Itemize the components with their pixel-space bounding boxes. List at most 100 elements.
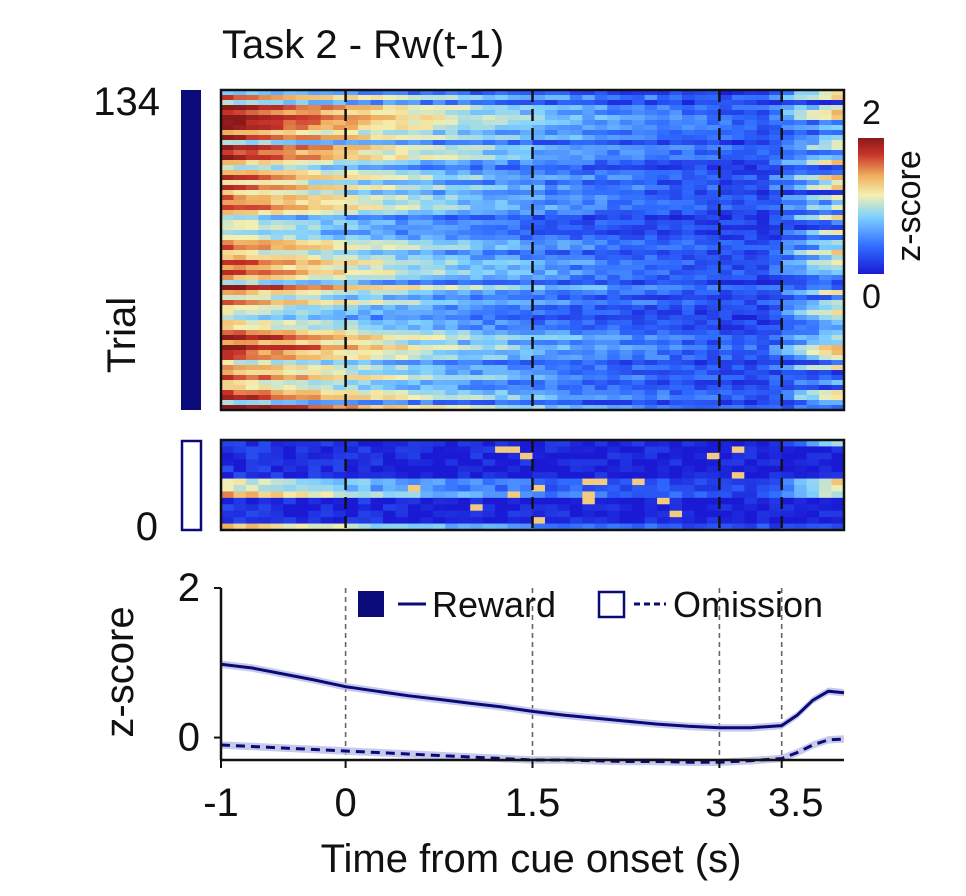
heatmap-cell: [819, 517, 833, 524]
heatmap-cell: [495, 240, 509, 246]
heatmap-cell: [682, 245, 696, 251]
heatmap-cell: [345, 195, 359, 201]
heatmap-row: [221, 478, 845, 486]
heatmap-cell: [221, 225, 235, 231]
heatmap-cell: [270, 200, 284, 206]
heatmap-cell: [345, 510, 359, 518]
heatmap-cell: [420, 400, 434, 406]
heatmap-cell: [270, 390, 284, 396]
heatmap-cell: [644, 290, 658, 296]
heatmap-cell: [370, 235, 384, 241]
heatmap-cell: [445, 155, 459, 161]
heatmap-cell: [358, 270, 372, 276]
heatmap-cell: [806, 225, 820, 231]
heatmap-cell: [258, 110, 272, 116]
heatmap-cell: [569, 350, 583, 356]
heatmap-row: [221, 110, 845, 116]
heatmap-cell: [407, 260, 421, 266]
heatmap-cell: [382, 452, 397, 460]
heatmap-cell: [607, 275, 621, 281]
heatmap-cell: [669, 140, 683, 146]
heatmap-cell: [382, 230, 397, 236]
heatmap-cell: [594, 225, 608, 231]
heatmap-cell: [769, 485, 783, 492]
heatmap-cell: [594, 390, 608, 396]
heatmap-cell: [432, 370, 446, 376]
heatmap-cell: [731, 215, 745, 221]
heatmap-cell: [619, 523, 633, 531]
heatmap-cell: [245, 315, 259, 321]
heatmap-cell: [382, 90, 397, 96]
heatmap-cell: [769, 465, 783, 473]
heatmap-cell: [794, 230, 808, 236]
heatmap-cell: [495, 325, 509, 331]
heatmap-cell: [582, 90, 596, 96]
heatmap-row: [221, 145, 845, 151]
heatmap-cell: [295, 478, 309, 486]
heatmap-cell: [445, 497, 459, 505]
heatmap-cell: [731, 200, 745, 206]
heatmap-cell: [781, 510, 795, 518]
heatmap-cell: [283, 235, 297, 241]
heatmap-cell: [407, 90, 421, 96]
heatmap-cell: [221, 190, 235, 196]
heatmap-cell: [819, 270, 833, 276]
heatmap-cell: [644, 230, 658, 236]
heatmap-cell: [333, 160, 347, 166]
heatmap-cell: [333, 100, 347, 106]
heatmap-cell: [619, 335, 633, 341]
heatmap-cell: [582, 190, 596, 196]
heatmap-cell: [370, 365, 384, 371]
heatmap-cell: [445, 290, 459, 296]
heatmap-cell: [370, 155, 384, 161]
heatmap-cell: [520, 345, 534, 351]
heatmap-cell: [557, 335, 571, 341]
heatmap-cell: [706, 250, 720, 256]
heatmap-cell: [582, 135, 596, 141]
heatmap-cell: [632, 270, 646, 276]
heatmap-cell: [669, 190, 683, 196]
y-axis-label: z-score: [98, 606, 142, 737]
heatmap-cell: [445, 370, 459, 376]
heatmap-cell: [594, 245, 608, 251]
heatmap-cell: [308, 497, 322, 505]
heatmap-cell: [221, 320, 235, 326]
heatmap-cell: [320, 255, 334, 261]
heatmap-cell: [744, 215, 758, 221]
heatmap-cell: [245, 90, 259, 96]
heatmap-cell: [769, 140, 783, 146]
heatmap-cell: [295, 185, 309, 191]
heatmap-cell: [495, 185, 509, 191]
heatmap-cell: [706, 150, 720, 156]
heatmap-cell: [382, 300, 397, 306]
heatmap-cell: [794, 280, 808, 286]
heatmap-cell: [320, 215, 334, 221]
heatmap-cell: [407, 230, 421, 236]
heatmap-cell: [370, 504, 384, 512]
heatmap-cell: [657, 315, 671, 321]
heatmap-cell: [644, 320, 658, 326]
heatmap-cell: [532, 240, 546, 246]
heatmap-cell: [258, 200, 272, 206]
heatmap-cell: [706, 220, 720, 226]
heatmap-cell: [706, 491, 720, 499]
heatmap-cell: [594, 504, 608, 512]
heatmap-cell: [819, 472, 833, 479]
heatmap-row: [221, 140, 845, 146]
heatmap-cell: [532, 255, 546, 261]
heatmap-cell: [395, 385, 409, 391]
heatmap-cell: [819, 245, 833, 251]
heatmap-cell: [731, 320, 745, 326]
heatmap-cell: [781, 440, 795, 447]
heatmap-cell: [395, 275, 409, 281]
heatmap-cell: [582, 290, 596, 296]
heatmap-cell: [358, 315, 372, 321]
heatmap-cell: [719, 355, 733, 361]
heatmap-cell: [283, 210, 297, 216]
heatmap-cell: [744, 360, 758, 366]
heatmap-cell: [308, 365, 322, 371]
heatmap-cell: [756, 340, 770, 346]
heatmap-cell: [520, 355, 534, 361]
heatmap-cell: [370, 180, 384, 186]
heatmap-row: [221, 275, 845, 281]
